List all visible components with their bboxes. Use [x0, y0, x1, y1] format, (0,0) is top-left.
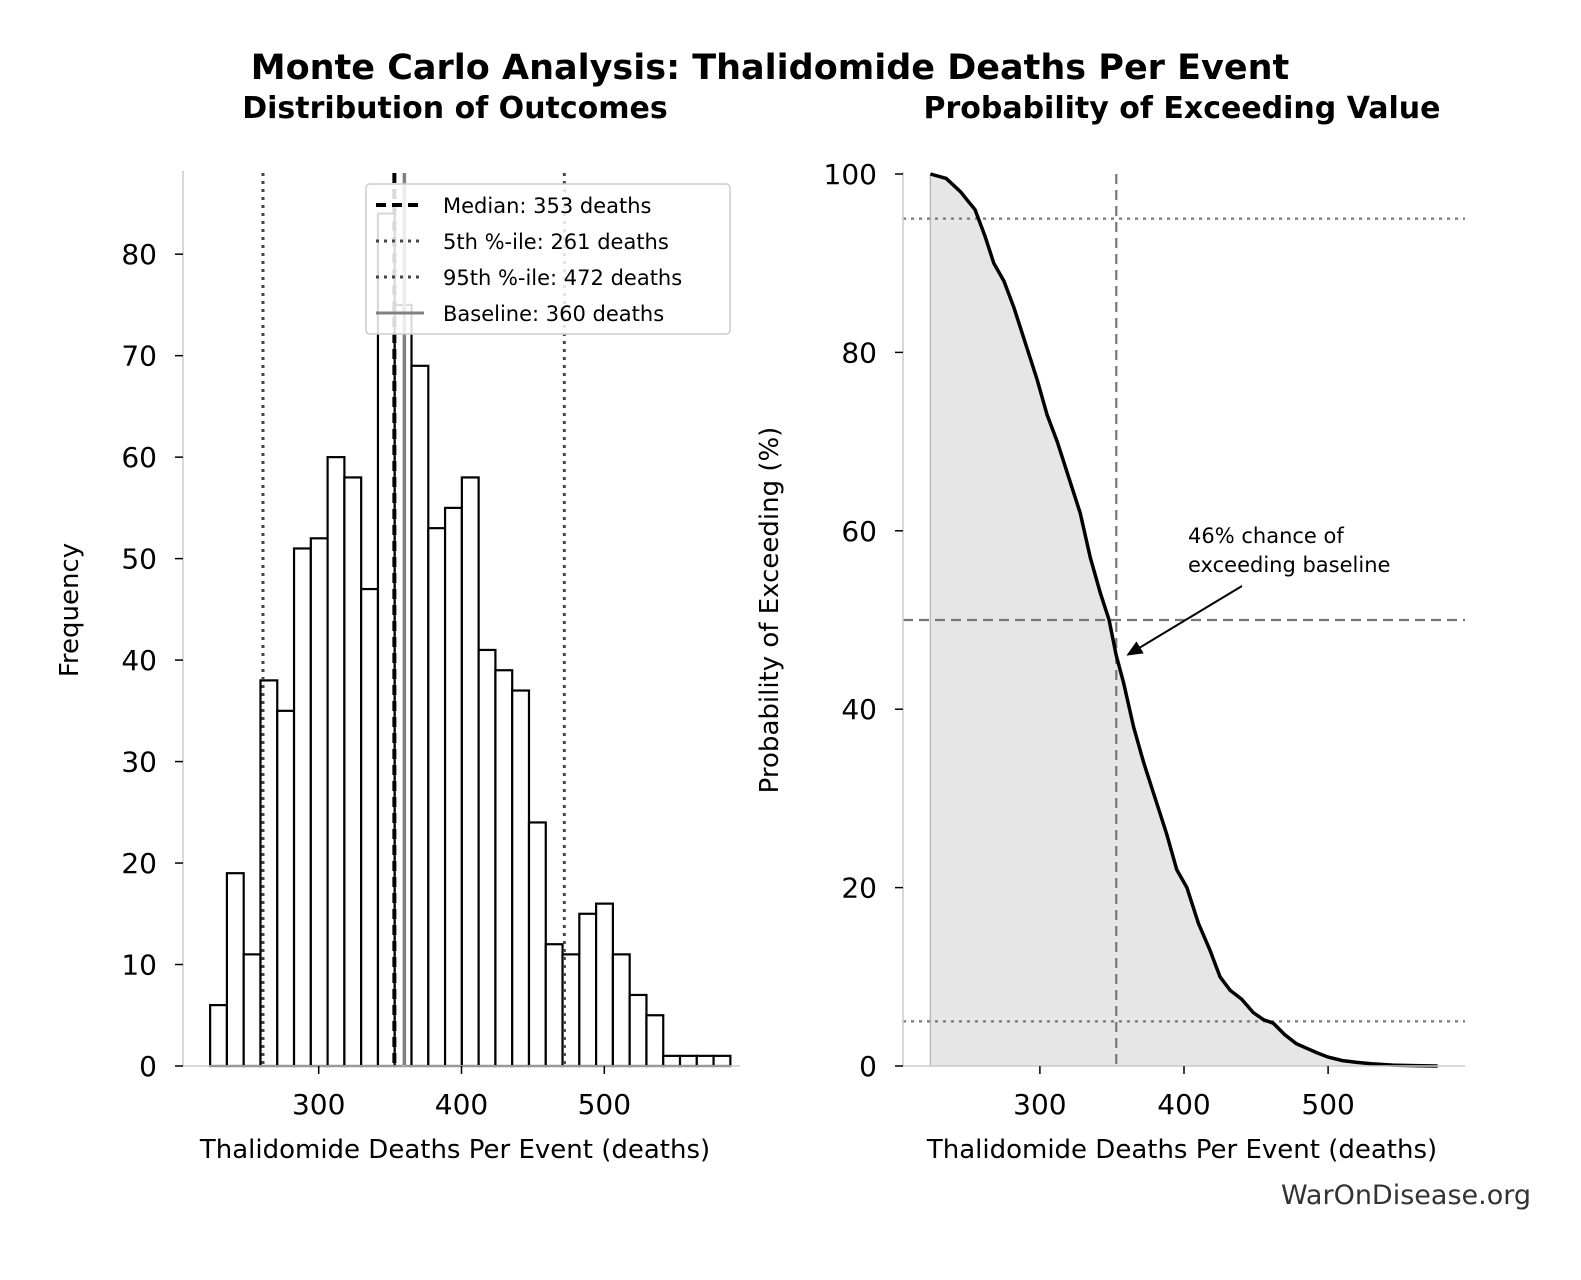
histogram-bar [578, 912, 598, 1068]
histogram-bar [326, 456, 346, 1068]
histogram-bar [443, 506, 463, 1068]
histogram-bar [712, 1054, 732, 1068]
histogram-title: Distribution of Outcomes [242, 91, 668, 126]
histogram-bar [494, 669, 514, 1068]
x-tick-label: 300 [1013, 1088, 1066, 1121]
exceedance-title: Probability of Exceeding Value [923, 91, 1440, 126]
watermark: WarOnDisease.org [1280, 1180, 1531, 1211]
y-tick-label: 100 [824, 158, 877, 191]
y-tick-label: 70 [121, 340, 157, 373]
histogram-bar [477, 648, 497, 1068]
histogram-bar [360, 587, 380, 1068]
histogram-bar [309, 537, 329, 1068]
annotation-line-2: exceeding baseline [1188, 553, 1390, 577]
y-tick-label: 80 [121, 238, 157, 271]
figure-title: Monte Carlo Analysis: Thalidomide Deaths… [250, 48, 1290, 88]
histogram-bar [343, 476, 363, 1068]
exceedance-curve [929, 172, 1438, 1068]
y-tick-label: 0 [859, 1050, 877, 1083]
exceedance-y-axis-label: Probability of Exceeding (%) [755, 427, 785, 794]
histogram-bar [225, 872, 245, 1068]
y-tick-label: 40 [841, 693, 877, 726]
histogram-bar [427, 527, 447, 1068]
legend-label: Baseline: 360 deaths [443, 302, 664, 326]
histogram-legend: Median: 353 deaths 5th %-ile: 261 deaths 9… [365, 183, 731, 335]
x-tick-label: 400 [435, 1088, 488, 1121]
annotation-arrow [1139, 585, 1243, 649]
histogram-bar [460, 476, 480, 1068]
y-tick-label: 30 [121, 746, 157, 779]
y-tick-label: 50 [121, 543, 157, 576]
histogram-bar [628, 993, 648, 1068]
histogram-bar [678, 1054, 698, 1068]
histogram-axes: 0 10 20 30 40 50 60 70 80 300 400 500 [121, 171, 740, 1121]
y-tick-label: 60 [841, 515, 877, 548]
histogram-bar [527, 821, 547, 1068]
y-tick-label: 80 [841, 336, 877, 369]
histogram-bar [376, 212, 396, 1068]
exceedance-axes: 0 20 40 60 80 100 300 400 500 [824, 158, 1465, 1121]
legend-label: 95th %-ile: 472 deaths [443, 266, 682, 290]
histogram-bar [276, 709, 296, 1068]
y-tick-label: 40 [121, 644, 157, 677]
histogram-bar [511, 689, 531, 1068]
histogram-bar [242, 953, 262, 1068]
annotation-arrow-head [1126, 641, 1144, 656]
y-tick-label: 0 [139, 1050, 157, 1083]
histogram-bar [292, 547, 312, 1068]
x-tick-label: 500 [1301, 1088, 1354, 1121]
y-tick-label: 10 [121, 949, 157, 982]
histogram-bar [611, 953, 631, 1068]
y-tick-label: 60 [121, 441, 157, 474]
histogram-panel: Distribution of Outcomes 0 10 20 30 40 50 60 70… [55, 91, 740, 1165]
histogram-bar [595, 902, 614, 1068]
histogram-bar [410, 364, 430, 1068]
legend-frame [365, 183, 731, 335]
histogram-bar [259, 679, 279, 1068]
histogram-y-axis-label: Frequency [55, 543, 85, 677]
histogram-bar [561, 953, 581, 1068]
histogram-bar [662, 1054, 682, 1068]
y-tick-label: 20 [841, 872, 877, 905]
y-tick-label: 20 [121, 847, 157, 880]
exceedance-annotation: 46% chance of exceeding baseline [1126, 524, 1390, 656]
annotation-line-1: 46% chance of [1188, 524, 1344, 548]
x-tick-label: 500 [578, 1088, 631, 1121]
x-tick-label: 300 [292, 1088, 345, 1121]
histogram-bars [209, 212, 732, 1068]
histogram-bar [645, 1014, 665, 1068]
x-tick-label: 400 [1157, 1088, 1210, 1121]
histogram-bar [544, 943, 564, 1068]
legend-label: Median: 353 deaths [443, 194, 652, 218]
histogram-bar [209, 1004, 229, 1068]
histogram-bar [695, 1054, 715, 1068]
histogram-x-axis-label: Thalidomide Deaths Per Event (deaths) [199, 1135, 710, 1165]
exceedance-panel: Probability of Exceeding Value 0 20 40 60 80… [755, 91, 1465, 1165]
exceedance-area [930, 174, 1438, 1066]
exceedance-x-axis-label: Thalidomide Deaths Per Event (deaths) [926, 1135, 1437, 1165]
legend-label: 5th %-ile: 261 deaths [443, 230, 669, 254]
